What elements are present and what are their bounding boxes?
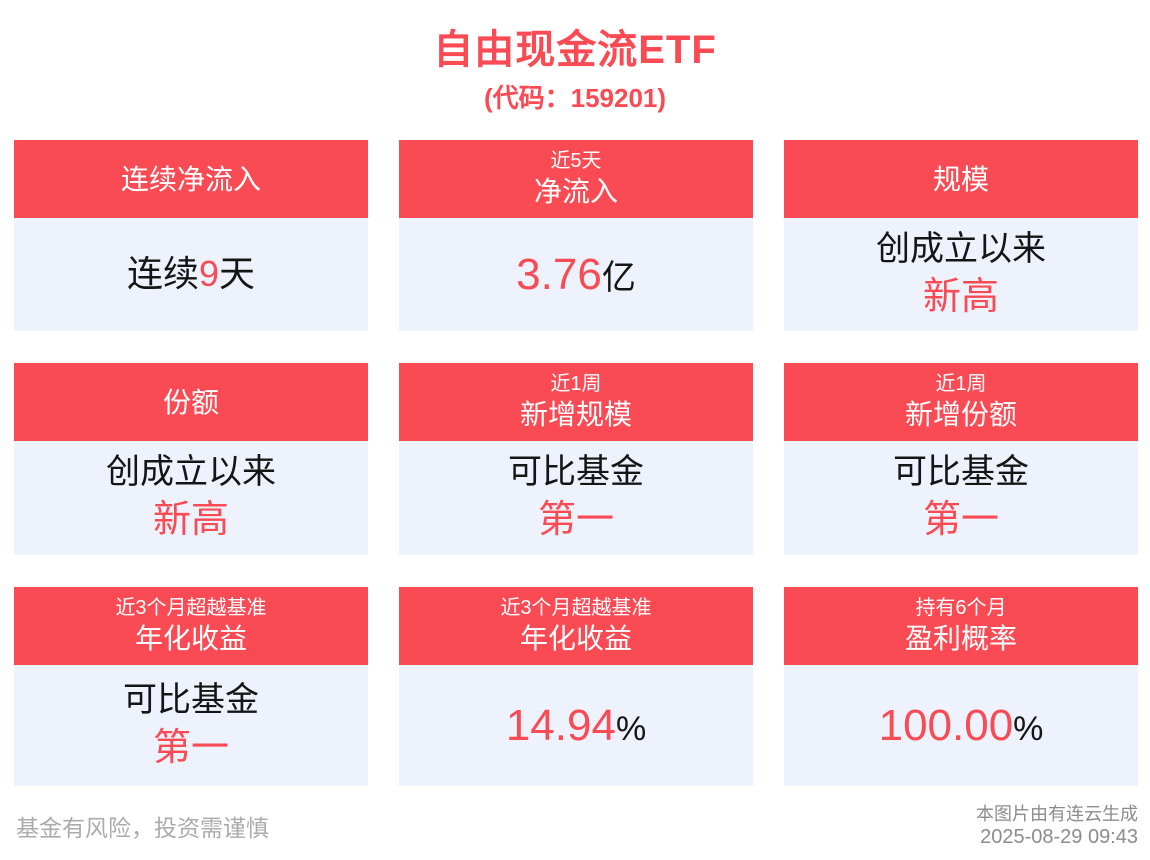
card-value-line2: 新高 (152, 499, 229, 542)
card-header-label: 年化收益 (134, 623, 247, 654)
card-shares: 份额 创成立以来 新高 (14, 363, 368, 555)
card-3month-annualized-value: 近3个月超越基准 年化收益 14.94% (399, 587, 753, 786)
page-title: 自由现金流ETF (433, 28, 717, 72)
card-value-line1: 创成立以来 (876, 229, 1046, 268)
card-value-line1: 创成立以来 (106, 453, 276, 492)
value-highlight: 9 (198, 253, 220, 295)
card-header-label: 规模 (932, 163, 989, 195)
card-header: 连续净流入 (14, 140, 368, 218)
generation-info: 本图片由有连云生成 2025-08-29 09:43 (976, 803, 1138, 851)
card-header-period: 持有6个月 (915, 597, 1007, 619)
card-value: 14.94% (506, 697, 646, 754)
value-suffix: 天 (219, 253, 256, 295)
card-body: 100.00% (784, 665, 1138, 786)
card-body: 可比基金 第一 (14, 665, 368, 786)
card-header: 近3个月超越基准 年化收益 (399, 587, 753, 665)
stat-card-grid: 连续净流入 连续9天 近5天 净流入 3.76 亿 规模 (14, 140, 1138, 786)
card-value-line2: 第一 (152, 726, 229, 769)
value-number: 3.76 (516, 249, 602, 299)
card-value-line1: 可比基金 (508, 453, 644, 492)
card-header: 份额 (14, 363, 368, 441)
card-header: 近1周 新增份额 (784, 363, 1138, 441)
card-6month-profit-probability: 持有6个月 盈利概率 100.00% (784, 587, 1138, 786)
card-header-label: 连续净流入 (120, 163, 261, 195)
card-value: 3.76 亿 (516, 246, 636, 303)
value-unit: % (615, 709, 647, 748)
card-value-line2: 第一 (537, 499, 614, 542)
value-prefix: 连续 (126, 253, 199, 295)
card-header-period: 近3个月超越基准 (500, 597, 652, 619)
card-header-label: 年化收益 (519, 623, 632, 654)
risk-disclaimer: 基金有风险，投资需谨慎 (16, 815, 269, 841)
card-consecutive-net-inflow: 连续净流入 连续9天 (14, 140, 368, 331)
card-header: 持有6个月 盈利概率 (784, 587, 1138, 665)
card-header-period: 近1周 (550, 373, 602, 395)
card-scale: 规模 创成立以来 新高 (784, 140, 1138, 331)
card-1week-new-shares: 近1周 新增份额 可比基金 第一 (784, 363, 1138, 555)
value-number: 14.94 (505, 700, 616, 750)
card-header: 近3个月超越基准 年化收益 (14, 587, 368, 665)
card-body: 连续9天 (14, 218, 368, 331)
card-body: 创成立以来 新高 (14, 441, 368, 555)
card-5day-net-inflow: 近5天 净流入 3.76 亿 (399, 140, 753, 331)
card-header-label: 新增份额 (904, 399, 1017, 430)
value-number: 100.00 (878, 700, 1014, 750)
card-header-period: 近1周 (935, 373, 987, 395)
card-value: 100.00% (879, 697, 1044, 754)
generation-timestamp: 2025-08-29 09:43 (980, 826, 1138, 848)
card-header: 近5天 净流入 (399, 140, 753, 218)
value-unit: % (1013, 709, 1044, 748)
card-header-label: 盈利概率 (904, 623, 1017, 654)
card-3month-annualized-rank: 近3个月超越基准 年化收益 可比基金 第一 (14, 587, 368, 786)
card-body: 14.94% (399, 665, 753, 786)
fund-code-subtitle: (代码：159201) (483, 83, 667, 113)
card-header-label: 净流入 (533, 176, 618, 207)
card-value-line2: 第一 (922, 499, 999, 542)
card-body: 创成立以来 新高 (784, 218, 1138, 331)
card-body: 可比基金 第一 (784, 441, 1138, 555)
value-unit: 亿 (601, 258, 636, 297)
card-header-label: 新增规模 (519, 399, 632, 430)
card-header: 规模 (784, 140, 1138, 218)
card-value-line2: 新高 (922, 275, 999, 318)
card-header-period: 近3个月超越基准 (115, 597, 267, 619)
card-1week-new-scale: 近1周 新增规模 可比基金 第一 (399, 363, 753, 555)
card-body: 3.76 亿 (399, 218, 753, 331)
card-value: 连续9天 (127, 251, 255, 298)
title-block: 自由现金流ETF (代码：159201) (0, 0, 1150, 113)
card-value-line1: 可比基金 (123, 680, 259, 719)
card-body: 可比基金 第一 (399, 441, 753, 555)
card-header-period: 近5天 (550, 150, 602, 172)
card-value-line1: 可比基金 (893, 453, 1029, 492)
card-header: 近1周 新增规模 (399, 363, 753, 441)
generation-credit: 本图片由有连云生成 (976, 803, 1138, 824)
card-header-label: 份额 (162, 386, 219, 418)
